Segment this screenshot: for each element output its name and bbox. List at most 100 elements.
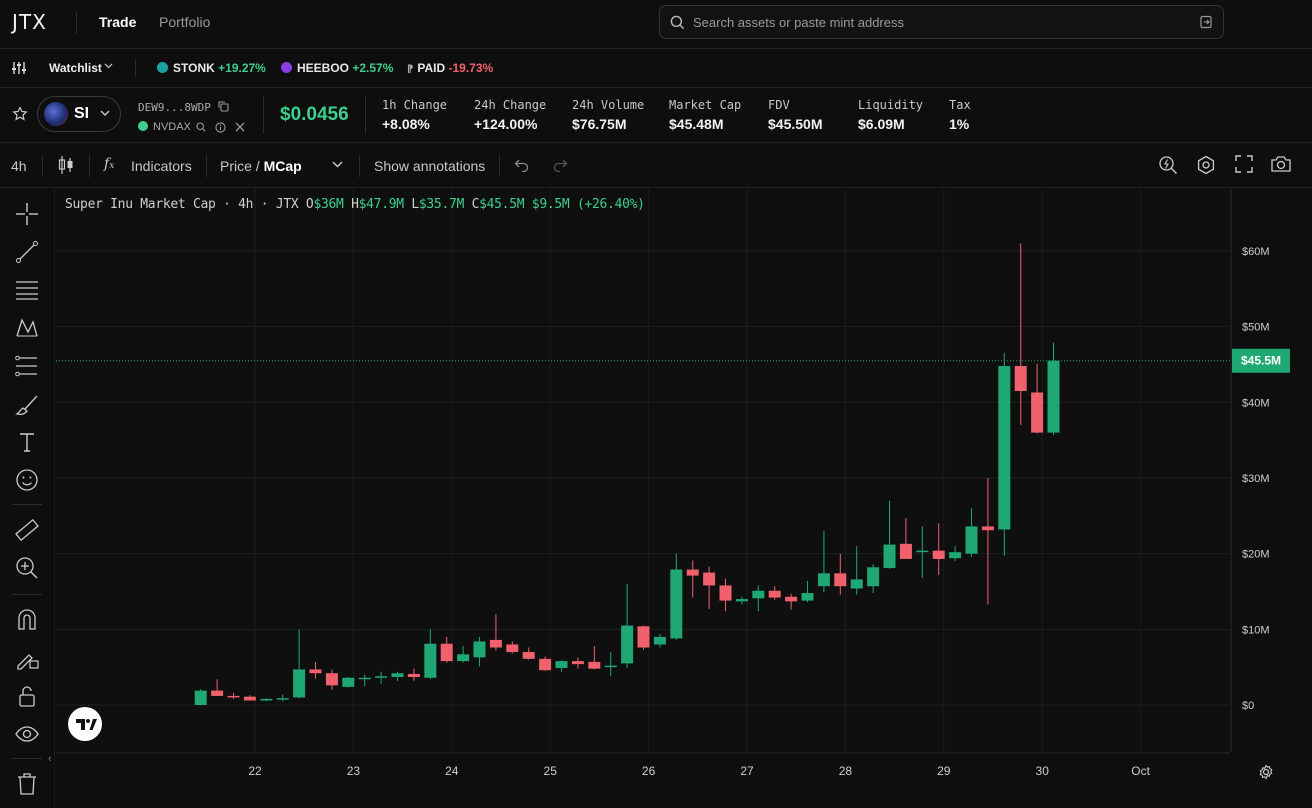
price-option[interactable]: Price — [220, 158, 252, 174]
search-icon[interactable] — [196, 122, 206, 132]
text-tool-icon[interactable] — [15, 430, 39, 454]
y-tick-label: $40M — [1242, 397, 1270, 409]
fullscreen-icon[interactable] — [1235, 155, 1253, 173]
nav-trade[interactable]: Trade — [99, 14, 137, 30]
candle-body — [539, 658, 552, 671]
settings-icon[interactable] — [1196, 155, 1216, 175]
toolbar-divider — [499, 155, 500, 177]
candle-body — [1014, 366, 1027, 391]
candle-body — [342, 677, 355, 687]
token-selector[interactable]: SI — [37, 96, 121, 132]
dex-label[interactable]: NVDAX — [138, 121, 191, 133]
current-value-badge — [1232, 348, 1290, 373]
stat-label: Market Cap — [669, 98, 742, 112]
token-price: $0.0456 — [280, 104, 349, 125]
stat-label: FDV — [768, 98, 790, 112]
tradingview-logo[interactable] — [68, 707, 102, 741]
header-divider — [263, 96, 264, 134]
y-tick-label: $50M — [1242, 322, 1270, 334]
magnet-icon[interactable] — [15, 608, 39, 632]
watchlist-item-paid[interactable]: ⁋ PAID -19.73% — [407, 61, 493, 75]
stat-value: +8.08% — [382, 116, 430, 132]
candle-body — [260, 698, 273, 701]
search-input[interactable] — [691, 14, 1175, 31]
copy-icon[interactable] — [218, 101, 229, 112]
redo-icon[interactable] — [552, 158, 568, 172]
candle-body — [325, 673, 338, 686]
watchlist-dropdown[interactable]: Watchlist — [49, 61, 102, 75]
chevron-down-icon — [100, 110, 110, 116]
quick-search-icon[interactable] — [1158, 155, 1178, 175]
stat-value: $45.48M — [669, 116, 724, 132]
zoom-in-icon[interactable] — [15, 556, 39, 580]
info-icon[interactable] — [215, 122, 226, 133]
stat-value: +124.00% — [474, 116, 538, 132]
filter-icon[interactable] — [12, 61, 26, 75]
stat-value: $76.75M — [572, 116, 627, 132]
search-box[interactable] — [659, 5, 1224, 39]
indicators-label: Indicators — [131, 158, 192, 174]
x-tick-label: 27 — [740, 764, 754, 778]
candle-body — [981, 526, 994, 531]
horizontal-lines-icon[interactable] — [15, 278, 39, 302]
paste-icon[interactable] — [1199, 15, 1213, 29]
lock-drawing-icon[interactable] — [15, 646, 39, 670]
candle-body — [309, 669, 322, 674]
chevron-down-icon[interactable] — [332, 161, 343, 168]
candlestick-icon[interactable] — [58, 155, 74, 175]
trend-line-icon[interactable] — [15, 240, 39, 264]
toolbar-divider — [12, 758, 42, 759]
stat-value: $6.09M — [858, 116, 905, 132]
watchlist-change: -19.73% — [448, 61, 494, 75]
stat-label: Liquidity — [858, 98, 924, 112]
pattern-icon[interactable] — [15, 316, 39, 340]
app-logo[interactable]: JTX — [12, 10, 47, 34]
x-social-icon[interactable] — [235, 122, 245, 132]
lock-icon[interactable] — [15, 684, 39, 708]
collapse-toolbar-icon[interactable]: ‹ — [48, 753, 52, 765]
ruler-icon[interactable] — [15, 518, 39, 542]
candle-body — [949, 552, 962, 559]
candle-body — [489, 639, 502, 648]
dex-name: NVDAX — [153, 121, 191, 133]
star-icon[interactable] — [12, 106, 28, 122]
watchlist-symbol: PAID — [417, 61, 446, 75]
fib-retracement-icon[interactable] — [15, 354, 39, 378]
show-annotations-button[interactable]: Show annotations — [374, 158, 486, 174]
chart-settings-icon[interactable] — [1258, 764, 1274, 780]
camera-icon[interactable] — [1270, 155, 1292, 173]
token-symbol: SI — [74, 105, 90, 122]
watchlist-item-heeboo[interactable]: HEEBOO +2.57% — [281, 61, 393, 75]
eye-icon[interactable] — [15, 722, 39, 746]
y-tick-label: $20M — [1242, 549, 1270, 561]
candle-body — [1047, 360, 1060, 433]
chevron-down-icon[interactable] — [104, 63, 113, 69]
candle-body — [899, 543, 912, 559]
watchlist-change: +19.27% — [218, 61, 266, 75]
nav-portfolio[interactable]: Portfolio — [159, 14, 211, 30]
interval-selector[interactable]: 4h — [11, 158, 27, 174]
candle-body — [293, 669, 306, 698]
stat-fdv: FDV $45.50M — [768, 98, 822, 132]
watchlist-item-stonk[interactable]: STONK +19.27% — [157, 61, 266, 75]
crosshair-icon[interactable] — [15, 202, 39, 226]
trash-icon[interactable] — [15, 772, 39, 796]
stat-market-cap: Market Cap $45.48M — [669, 98, 741, 132]
brush-icon[interactable] — [15, 392, 41, 416]
token-avatar — [44, 102, 68, 126]
stat-24h-change: 24h Change +124.00% — [474, 98, 546, 132]
price-mcap-toggle[interactable]: Price / MCap — [220, 158, 302, 174]
watchlist-symbol: HEEBOO — [297, 61, 350, 75]
candle-body — [670, 569, 683, 639]
undo-icon[interactable] — [514, 158, 530, 172]
toolbar-divider — [89, 155, 90, 177]
legend-close: $45.5M — [479, 197, 525, 212]
y-tick-label: $0 — [1242, 700, 1254, 712]
legend-interval: 4h — [238, 197, 254, 212]
emoji-icon[interactable] — [15, 468, 39, 492]
candle-body — [506, 644, 519, 653]
mcap-option[interactable]: MCap — [263, 158, 302, 174]
candle-body — [801, 593, 814, 601]
candle-body — [194, 690, 207, 705]
